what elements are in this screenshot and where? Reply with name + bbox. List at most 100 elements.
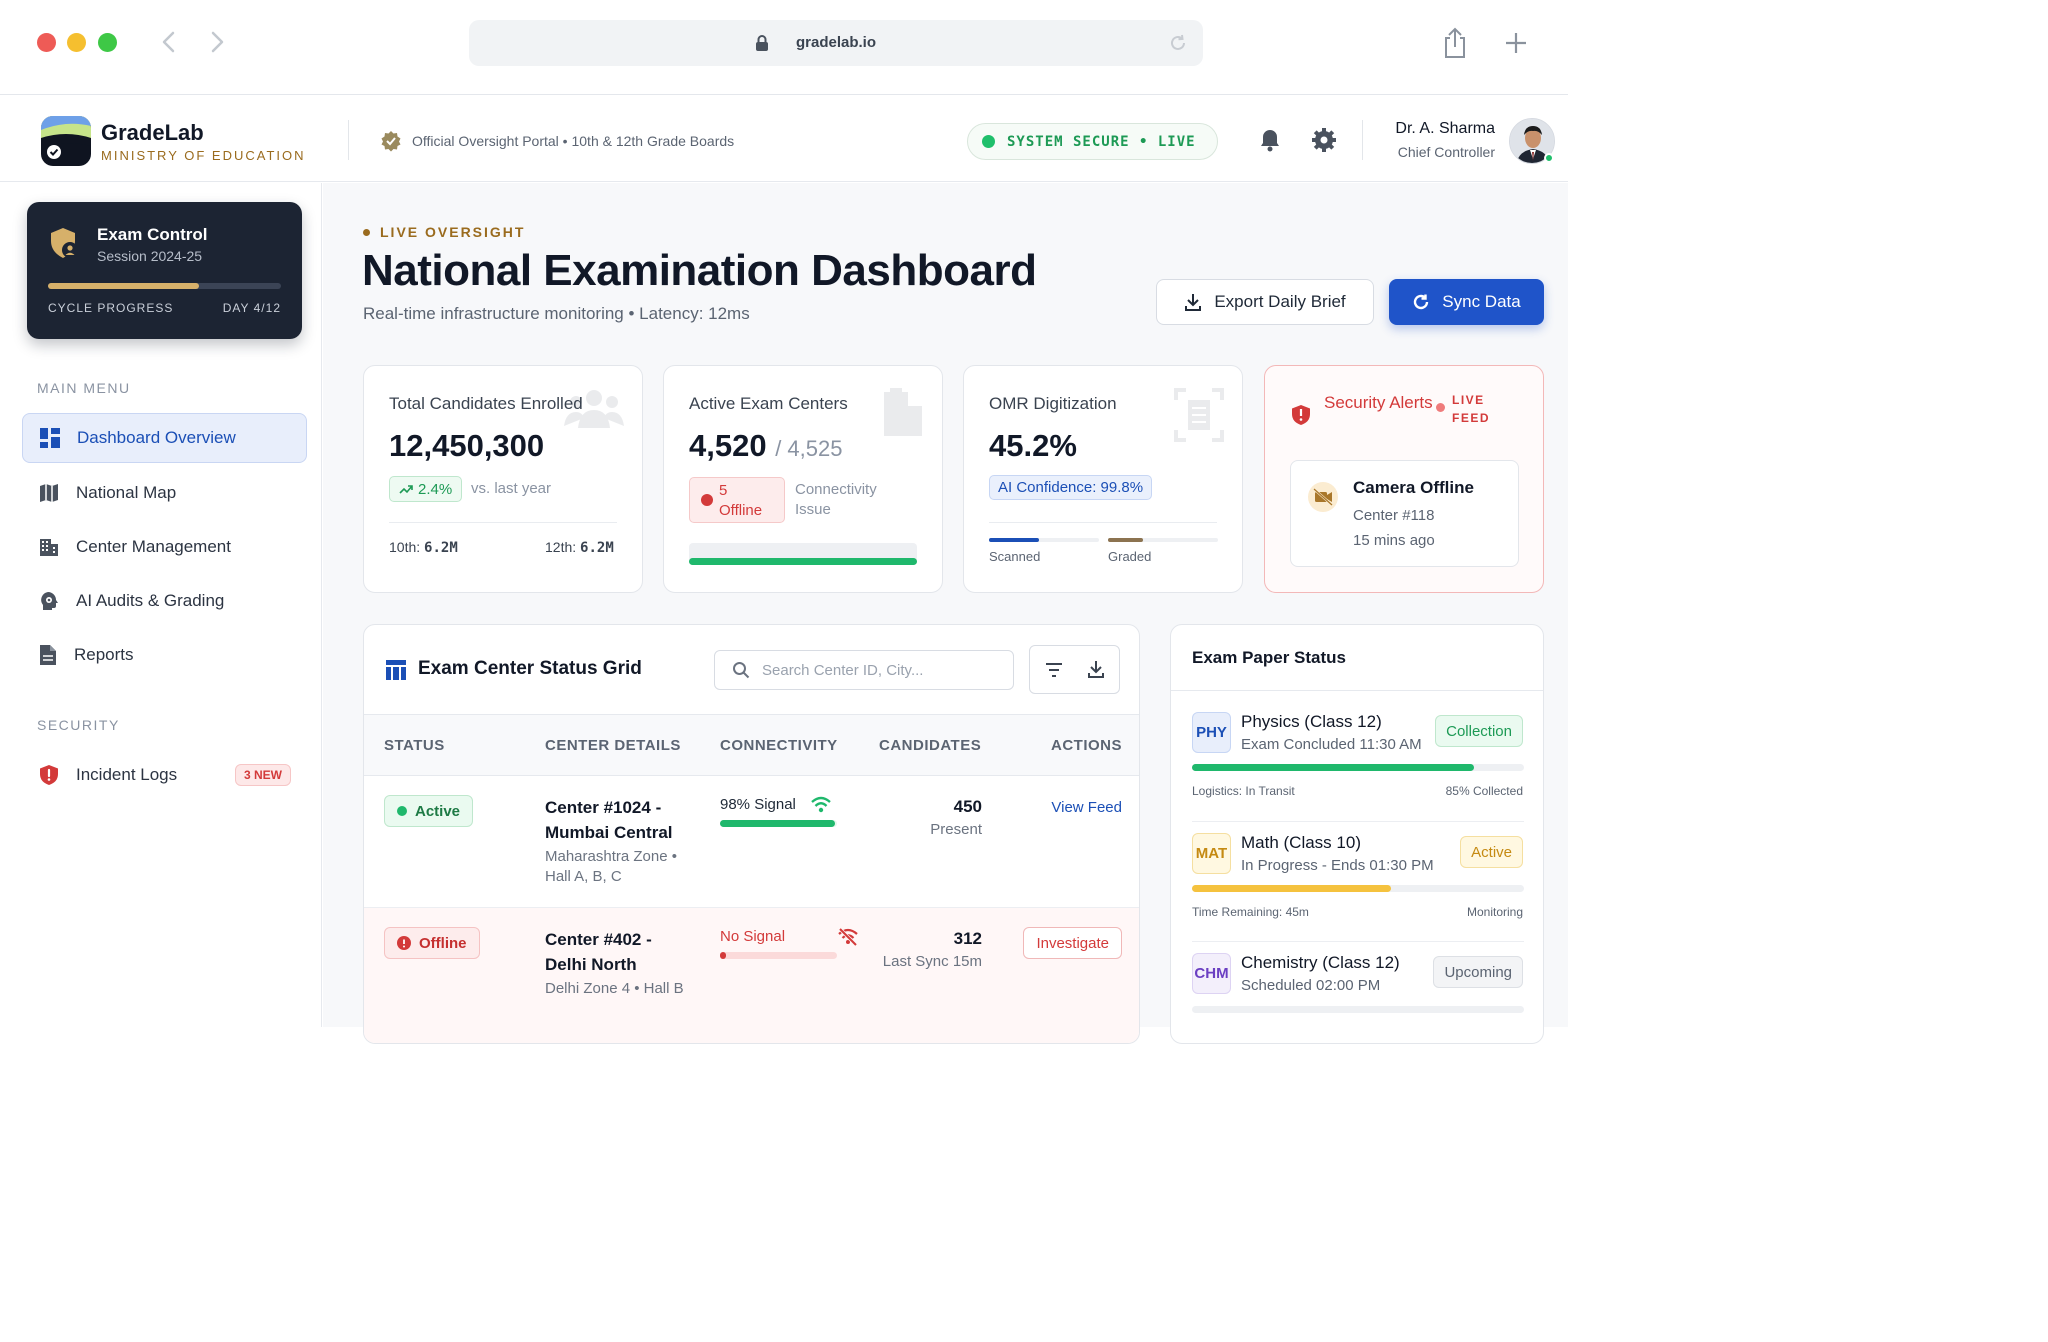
sync-label: Sync Data xyxy=(1442,292,1521,311)
reload-icon[interactable] xyxy=(1167,32,1189,54)
forward-arrow-icon[interactable] xyxy=(203,28,231,56)
maximize-window-button[interactable] xyxy=(98,33,117,52)
column-header-center-details[interactable]: CENTER DETAILS xyxy=(545,737,681,754)
table-icon xyxy=(386,660,406,680)
kpi-omr-digitization[interactable]: OMR Digitization 45.2% AI Confidence: 99… xyxy=(963,365,1243,593)
export-label: Export Daily Brief xyxy=(1214,292,1346,311)
subject-code-badge: PHY xyxy=(1192,712,1231,753)
sidebar-item-center-management[interactable]: Center Management xyxy=(22,522,307,572)
kpi-value: 12,450,300 xyxy=(389,428,545,463)
signal-text: 98% Signal xyxy=(720,796,796,813)
sidebar-item-reports[interactable]: Reports xyxy=(22,630,307,680)
exam-control-card[interactable]: Exam Control Session 2024-25 CYCLE PROGR… xyxy=(27,202,302,339)
signal-strength-bar xyxy=(720,820,835,827)
grid-title: Exam Center Status Grid xyxy=(418,658,642,679)
investigate-button[interactable]: Investigate xyxy=(1023,927,1122,959)
sidebar-item-incident-logs[interactable]: Incident Logs 3 NEW xyxy=(22,750,307,800)
sidebar-item-label: Dashboard Overview xyxy=(77,428,236,447)
sidebar-item-ai-audits[interactable]: AI Audits & Grading xyxy=(22,576,307,626)
column-header-status[interactable]: STATUS xyxy=(384,737,445,754)
cycle-progress-label: CYCLE PROGRESS xyxy=(48,301,174,315)
page-title: National Examination Dashboard xyxy=(362,246,1037,295)
ai-confidence-chip: AI Confidence: 99.8% xyxy=(989,475,1153,500)
signal-strength-bar xyxy=(720,952,726,959)
status-badge: Active xyxy=(384,795,474,827)
progress-track xyxy=(1192,764,1524,771)
offline-count-chip[interactable]: 5 Offline xyxy=(689,477,785,523)
bell-icon[interactable] xyxy=(1259,128,1281,152)
header-divider xyxy=(348,120,349,160)
column-header-connectivity[interactable]: CONNECTIVITY xyxy=(720,737,838,754)
signal-text: No Signal xyxy=(720,928,786,945)
subject-code-badge: CHM xyxy=(1192,953,1231,994)
minimize-window-button[interactable] xyxy=(67,33,86,52)
shield-user-icon xyxy=(51,228,78,258)
exam-control-title: Exam Control xyxy=(97,225,208,244)
sidebar-item-national-map[interactable]: National Map xyxy=(22,468,307,518)
grade-10-label: 10th: xyxy=(389,539,421,555)
progress-track xyxy=(1192,1006,1524,1013)
portal-text: Official Oversight Portal • 10th & 12th … xyxy=(412,133,735,149)
system-status-pill: SYSTEM SECURE • LIVE xyxy=(967,123,1218,160)
graded-progress-bar xyxy=(1108,538,1144,542)
column-header-candidates[interactable]: CANDIDATES xyxy=(879,737,982,754)
scanned-track xyxy=(989,538,1099,542)
export-daily-brief-button[interactable]: Export Daily Brief xyxy=(1156,279,1374,325)
security-alerts-title: Security Alerts xyxy=(1324,393,1433,412)
center-name: Center #1024 - Mumbai Central xyxy=(545,798,673,842)
issue-line-2: Issue xyxy=(795,501,831,518)
alert-center: Center #118 xyxy=(1353,507,1435,524)
candidate-count: 312 xyxy=(953,929,982,948)
download-icon[interactable] xyxy=(1087,660,1105,678)
new-tab-icon[interactable] xyxy=(1504,31,1528,55)
divider xyxy=(389,522,617,523)
sidebar-item-dashboard[interactable]: Dashboard Overview xyxy=(22,413,307,463)
graded-track xyxy=(1108,538,1218,542)
connectivity-issue-note: Connectivity Issue xyxy=(795,480,877,520)
view-feed-link[interactable]: View Feed xyxy=(1051,799,1122,816)
subject-name[interactable]: Math (Class 10) xyxy=(1241,833,1361,852)
address-bar[interactable]: gradelab.io xyxy=(469,20,1203,66)
kpi-security-alerts[interactable]: Security Alerts LIVE FEED Camera Offline … xyxy=(1264,365,1544,593)
share-icon[interactable] xyxy=(1441,27,1469,59)
people-icon xyxy=(564,390,624,428)
status-badge: Upcoming xyxy=(1433,956,1523,988)
offline-count: 5 xyxy=(719,482,728,499)
subject-name[interactable]: Physics (Class 12) xyxy=(1241,712,1382,731)
table-row[interactable]: Active Center #1024 - Mumbai Central Mah… xyxy=(364,776,1139,908)
subject-status: Exam Concluded 11:30 AM xyxy=(1241,736,1422,753)
user-name: Dr. A. Sharma xyxy=(1395,120,1495,137)
scanned-label: Scanned xyxy=(989,549,1041,564)
filter-icon[interactable] xyxy=(1045,662,1063,678)
live-label: LIVE xyxy=(1452,393,1485,407)
cycle-day: DAY 4/12 xyxy=(222,301,281,315)
signal-strength-track xyxy=(720,820,837,827)
document-icon xyxy=(40,645,56,665)
header-divider xyxy=(1362,120,1363,160)
status-text: Offline xyxy=(419,934,467,952)
camera-offline-alert[interactable]: Camera Offline Center #118 15 mins ago xyxy=(1290,460,1519,567)
live-oversight-eyebrow: LIVE OVERSIGHT xyxy=(363,224,525,240)
verified-badge-icon xyxy=(381,131,401,152)
column-header-actions[interactable]: ACTIONS xyxy=(1051,737,1122,754)
grade-10-value: 6.2M xyxy=(424,540,458,556)
sync-data-button[interactable]: Sync Data xyxy=(1389,279,1544,325)
kpi-total-candidates[interactable]: Total Candidates Enrolled 12,450,300 2.4… xyxy=(363,365,643,593)
gradelab-logo[interactable] xyxy=(41,116,91,166)
scanned-progress-bar xyxy=(989,538,1039,542)
graded-label: Graded xyxy=(1108,549,1152,564)
subject-name[interactable]: Chemistry (Class 12) xyxy=(1241,953,1400,972)
search-input[interactable]: Search Center ID, City... xyxy=(714,650,1014,690)
close-window-button[interactable] xyxy=(37,33,56,52)
back-arrow-icon[interactable] xyxy=(155,28,183,56)
progress-foot-left: Logistics: In Transit xyxy=(1192,784,1295,798)
kpi-active-centers[interactable]: Active Exam Centers 4,520 / 4,525 5 Offli… xyxy=(663,365,943,593)
kpi-label: OMR Digitization xyxy=(989,394,1117,413)
divider xyxy=(1192,941,1524,942)
scan-document-icon xyxy=(1174,388,1224,442)
gear-icon[interactable] xyxy=(1312,128,1336,152)
page-subtitle: Real-time infrastructure monitoring • La… xyxy=(363,304,750,323)
candidate-status: Present xyxy=(930,821,982,838)
camera-off-icon xyxy=(1308,482,1338,512)
table-row[interactable]: Offline Center #402 - Delhi North Delhi … xyxy=(364,908,1139,1043)
